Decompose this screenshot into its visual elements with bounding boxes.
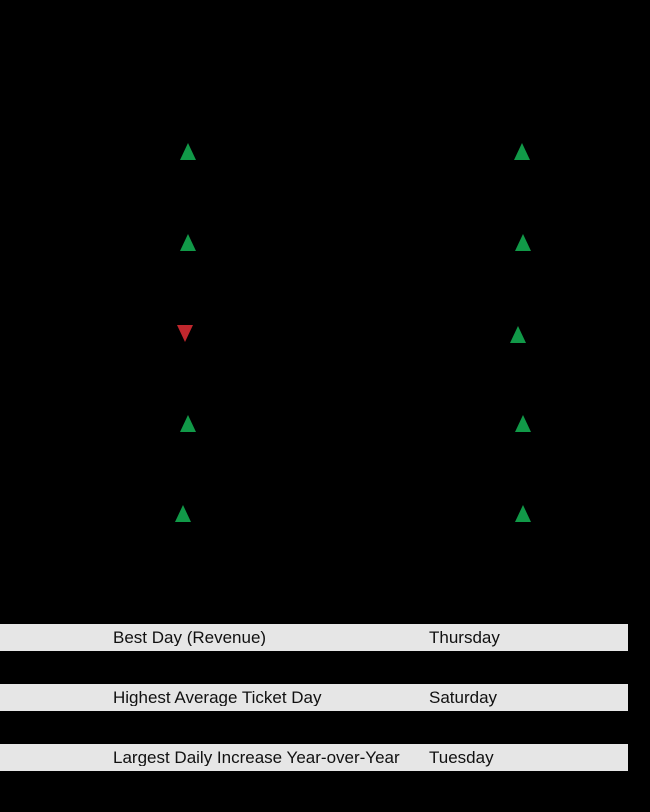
delta-up-icon — [514, 143, 530, 160]
summary-row: Largest Daily Increase Year-over-Year Tu… — [0, 744, 628, 771]
delta-up-icon — [510, 326, 526, 343]
delta-up-icon — [180, 143, 196, 160]
delta-up-icon — [515, 505, 531, 522]
delta-up-icon — [180, 415, 196, 432]
delta-down-icon — [177, 325, 193, 342]
summary-row: Best Day (Revenue) Thursday — [0, 624, 628, 651]
delta-up-icon — [515, 234, 531, 251]
summary-row-value: Thursday — [429, 628, 500, 647]
summary-row-value: Saturday — [429, 688, 498, 707]
summary-row-label: Largest Daily Increase Year-over-Year — [113, 749, 400, 766]
summary-row: Highest Average Ticket Day Saturday — [0, 684, 628, 711]
summary-row-value: Tuesday — [429, 748, 494, 767]
delta-up-icon — [515, 415, 531, 432]
summary-row-label: Highest Average Ticket Day — [113, 689, 322, 706]
delta-up-icon — [180, 234, 196, 251]
summary-row-label: Best Day (Revenue) — [113, 629, 267, 646]
delta-up-icon — [175, 505, 191, 522]
